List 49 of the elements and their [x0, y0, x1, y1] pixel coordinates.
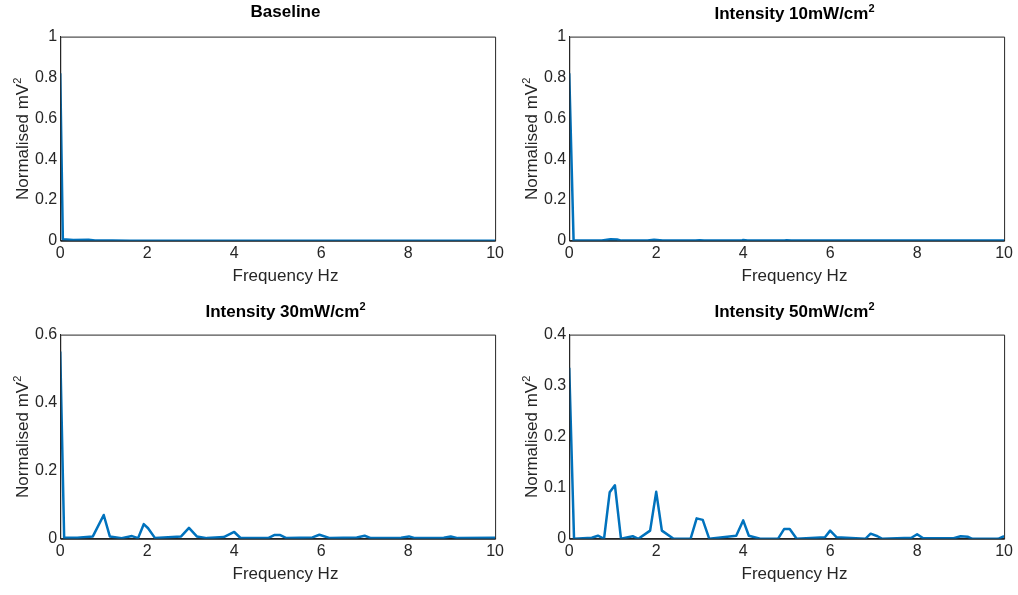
x-tick-label: 4 [738, 541, 748, 559]
x-axis-title: Frequency Hz [740, 266, 849, 286]
y-tick-label: 1 [48, 27, 58, 45]
y-tick-label: 0.3 [543, 376, 567, 394]
y-tick-label: 0.4 [543, 325, 567, 343]
x-tick-label: 2 [651, 243, 661, 261]
y-tick-label: 0.2 [34, 190, 58, 208]
x-tick-label: 6 [825, 541, 835, 559]
x-tick-label: 10 [995, 541, 1014, 559]
x-axis-title: Frequency Hz [231, 266, 340, 286]
y-tick-label: 0.6 [543, 108, 567, 126]
x-tick-label: 4 [738, 243, 748, 261]
chart-title: Intensity 10mW/cm$^{2}$ [713, 2, 876, 24]
x-tick-label: 8 [912, 243, 922, 261]
x-tick-label: 6 [316, 541, 326, 559]
y-tick-label: 0 [48, 529, 58, 547]
x-tick-label: 6 [316, 243, 326, 261]
y-tick-label: 0.4 [34, 393, 58, 411]
chart-title: Baseline [249, 2, 322, 22]
x-tick-label: 10 [486, 541, 505, 559]
x-tick-label: 2 [142, 243, 152, 261]
x-tick-label: 4 [229, 243, 239, 261]
x-tick-label: 8 [403, 541, 413, 559]
x-tick-label: 6 [825, 243, 835, 261]
chart-title: Intensity 30mW/cm$^{2}$ [204, 300, 367, 322]
x-tick-label: 8 [403, 243, 413, 261]
y-tick-label: 0.2 [34, 461, 58, 479]
y-tick-label: 0.8 [543, 67, 567, 85]
x-tick-label: 4 [229, 541, 239, 559]
chart-title: Intensity 50mW/cm$^{2}$ [713, 300, 876, 322]
x-tick-label: 8 [912, 541, 922, 559]
y-tick-label: 0.6 [34, 108, 58, 126]
y-tick-label: 0.8 [34, 67, 58, 85]
x-axis-title: Frequency Hz [740, 564, 849, 584]
x-axis-title: Frequency Hz [231, 564, 340, 584]
y-tick-label: 0.1 [543, 478, 567, 496]
x-tick-label: 2 [142, 541, 152, 559]
x-tick-label: 2 [651, 541, 661, 559]
y-tick-label: 0.4 [543, 149, 567, 167]
y-tick-label: 0.2 [543, 427, 567, 445]
y-tick-label: 0.6 [34, 325, 58, 343]
y-tick-label: 0 [48, 231, 58, 249]
y-tick-label: 0.2 [543, 190, 567, 208]
y-tick-label: 1 [557, 27, 567, 45]
y-tick-label: 0 [557, 529, 567, 547]
y-tick-label: 0 [557, 231, 567, 249]
x-tick-label: 10 [486, 243, 505, 261]
x-tick-label: 10 [995, 243, 1014, 261]
y-tick-label: 0.4 [34, 149, 58, 167]
